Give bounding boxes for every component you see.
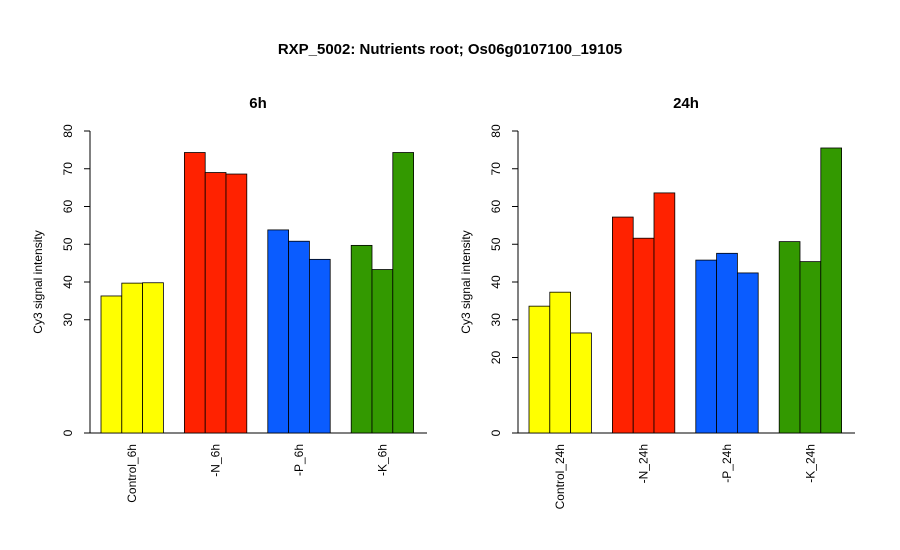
y-tick-label: 50 [61, 237, 75, 251]
bar-k-24h-1 [778, 241, 801, 434]
bar-n-24h-3 [653, 192, 676, 434]
bar-n-24h-1 [612, 216, 634, 434]
y-tick-label: 50 [489, 237, 503, 251]
y-tick-label: 30 [489, 313, 503, 327]
bar-k-24h-2 [799, 261, 822, 434]
bar-n-6h-3 [225, 173, 248, 434]
bar-k-6h-2 [371, 269, 394, 434]
bar-p-6h-1 [267, 229, 289, 434]
bar-n-6h-2 [204, 172, 227, 434]
y-axis-label: Cy3 signal intensity [31, 230, 45, 333]
bar-k-6h-3 [392, 152, 414, 434]
x-category-label: -N_24h [637, 444, 651, 483]
y-tick-label: 60 [489, 200, 503, 214]
bar-control-6h-1 [100, 295, 123, 434]
y-tick-label: 0 [61, 429, 75, 436]
y-tick-label: 20 [489, 351, 503, 365]
bar-control-24h-2 [549, 291, 571, 434]
x-category-label: -K_24h [803, 444, 817, 483]
x-category-label: -P_24h [720, 444, 734, 483]
y-tick-label: 80 [489, 124, 503, 138]
y-tick-label: 70 [489, 162, 503, 176]
figure-title: RXP_5002: Nutrients root; Os06g0107100_1… [278, 41, 622, 58]
bar-k-6h-1 [350, 244, 373, 434]
panel-24h: 24h Cy3 signal intensity 0 20 30 40 50 60 70 80 Co… [459, 95, 855, 509]
y-tick-label: 40 [61, 275, 75, 289]
y-tick-label: 70 [61, 162, 75, 176]
bar-n-6h-1 [183, 152, 206, 434]
x-category-label: -P_6h [292, 444, 306, 476]
y-tick-label: 80 [61, 124, 75, 138]
panel-title: 6h [249, 95, 267, 112]
bar-p-6h-3 [308, 258, 331, 434]
bar-p-24h-1 [695, 259, 717, 434]
y-tick-label: 60 [61, 200, 75, 214]
y-axis-label: Cy3 signal intensity [459, 230, 473, 333]
bar-p-6h-2 [288, 240, 310, 434]
x-category-label: Control_6h [125, 444, 139, 503]
y-tick-label: 40 [489, 275, 503, 289]
bar-p-24h-2 [716, 252, 738, 434]
x-category-label: Control_24h [553, 444, 567, 509]
bar-k-24h-3 [820, 147, 842, 434]
bar-control-6h-2 [121, 282, 144, 434]
panel-title: 24h [673, 95, 699, 112]
x-category-label: -K_6h [375, 444, 389, 476]
bar-control-24h-3 [570, 332, 592, 434]
panel-6h: 6h Cy3 signal intensity 0 30 40 50 60 70 80 Contr… [31, 95, 427, 503]
y-tick-label: 30 [61, 313, 75, 327]
bar-n-24h-2 [632, 237, 655, 434]
bar-control-24h-1 [528, 305, 551, 434]
bar-control-6h-3 [142, 282, 164, 434]
x-category-label: -N_6h [209, 444, 223, 477]
bar-p-24h-3 [737, 272, 759, 434]
y-tick-label: 0 [489, 429, 503, 436]
